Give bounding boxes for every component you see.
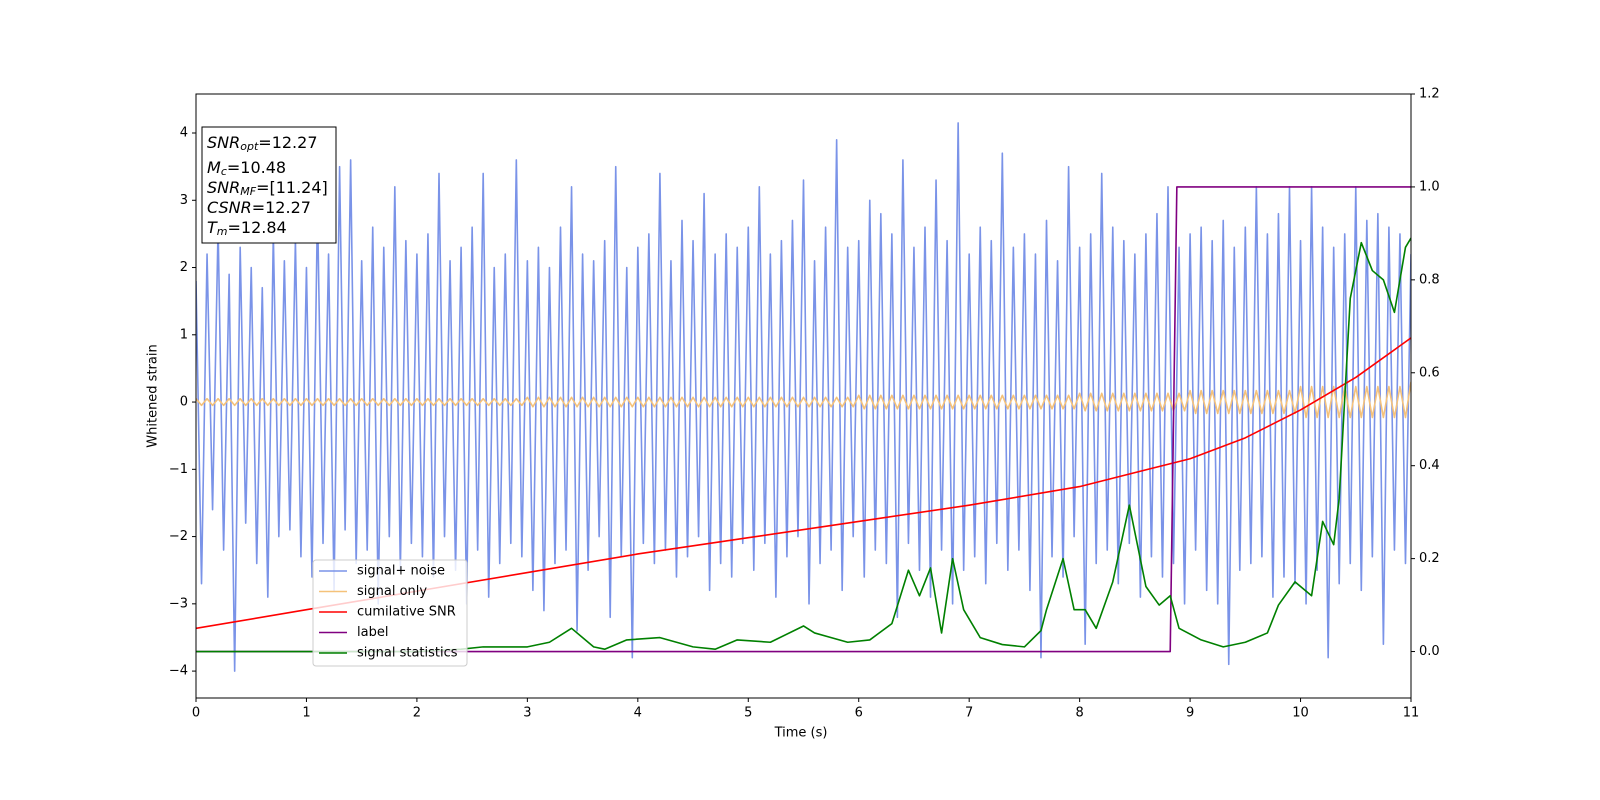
annotation-line: SNRMF=[11.24] (207, 178, 328, 199)
y-tick-label: 0 (180, 395, 188, 410)
annotation-value: =10.48 (227, 158, 286, 177)
y-tick-label: 2 (180, 260, 188, 275)
x-tick-label: 9 (1186, 706, 1194, 721)
annotation-symbol: T (207, 218, 218, 237)
y-tick-label: 4 (180, 126, 188, 141)
annotation-subscript: opt (240, 140, 259, 153)
y2-tick-label: 1.0 (1419, 179, 1440, 194)
y-tick-label: −4 (169, 664, 188, 679)
x-tick-label: 2 (413, 706, 421, 721)
annotation-symbol: SNR (207, 178, 240, 197)
series-line (196, 186, 1411, 653)
legend-frame (312, 559, 468, 667)
x-tick-label: 4 (634, 706, 642, 721)
y2-tick-label: 0.0 (1419, 644, 1440, 659)
annotation-line: Tm=12.84 (207, 218, 287, 239)
y-axis-label: Whitened strain (146, 344, 161, 447)
x-tick-label: 0 (192, 706, 200, 721)
y2-tick-label: 0.2 (1419, 551, 1440, 566)
annotation-value: =[11.24] (256, 178, 328, 197)
y-tick-label: −3 (169, 596, 188, 611)
annotation-subscript: m (217, 225, 228, 238)
plot-frame (195, 93, 1412, 699)
annotation-symbol: M (207, 158, 221, 177)
legend-label: signal+ noise (357, 564, 445, 579)
annotation-box: SNRopt=12.27Mc=10.48SNRMF=[11.24]CSNR=12… (201, 126, 337, 244)
y2-tick-label: 0.4 (1419, 458, 1440, 473)
annotation-line: CSNR=12.27 (207, 198, 311, 217)
annotation-value: =12.27 (252, 198, 311, 217)
x-tick-label: 8 (1075, 706, 1083, 721)
legend-label: cumilative SNR (357, 605, 456, 620)
annotation-symbol: CSNR (207, 198, 252, 217)
x-tick-label: 1 (302, 706, 310, 721)
annotation-symbol: SNR (207, 133, 240, 152)
axes: 0 1 2 3 4 5 6 7 8 9 10 11 −4 −3 −2 −1 0 1 2 3 4 0.0 0.2 0.4 0.6 0… (169, 87, 1440, 721)
y2-tick-label: 0.8 (1419, 272, 1440, 287)
x-tick-label: 3 (523, 706, 531, 721)
y2-tick-label: 1.2 (1419, 87, 1440, 102)
annotation-frame (201, 126, 337, 244)
y-tick-label: 3 (180, 193, 188, 208)
series-line (196, 237, 1411, 653)
x-tick-label: 11 (1403, 706, 1420, 721)
series-line (196, 381, 1411, 419)
annotation-subscript: MF (240, 185, 256, 198)
annotation-value: =12.84 (228, 218, 287, 237)
legend-label: signal only (357, 584, 427, 599)
y-tick-label: 1 (180, 327, 188, 342)
y-tick-label: −2 (169, 529, 188, 544)
legend-label: label (357, 625, 388, 640)
x-axis-label: Time (s) (774, 726, 828, 741)
y-tick-label: −1 (169, 462, 188, 477)
y2-tick-label: 0.6 (1419, 365, 1440, 380)
annotation-subscript: c (221, 165, 227, 178)
annotation-line: SNRopt=12.27 (207, 133, 318, 154)
x-tick-label: 6 (855, 706, 863, 721)
x-tick-label: 7 (965, 706, 973, 721)
annotation-value: =12.27 (258, 133, 317, 152)
legend: signal+ noise signal only cumilative SNR la… (312, 559, 468, 667)
x-tick-label: 5 (744, 706, 752, 721)
x-tick-label: 10 (1292, 706, 1309, 721)
series-line (196, 122, 1411, 672)
annotation-line: Mc=10.48 (207, 158, 286, 179)
legend-label: signal statistics (357, 646, 458, 661)
